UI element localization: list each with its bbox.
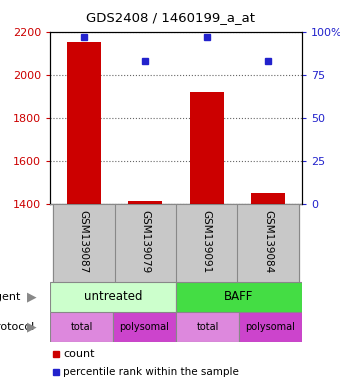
Text: untreated: untreated	[84, 291, 142, 303]
Text: count: count	[63, 349, 95, 359]
Bar	[176, 312, 239, 342]
Bar	[129, 201, 162, 204]
Text: ▶: ▶	[27, 321, 36, 333]
Text: percentile rank within the sample: percentile rank within the sample	[63, 367, 239, 377]
Text: GSM139084: GSM139084	[263, 210, 273, 273]
Text: total: total	[196, 322, 219, 332]
Text: GSM139087: GSM139087	[79, 210, 89, 273]
Text: GDS2408 / 1460199_a_at: GDS2408 / 1460199_a_at	[85, 11, 255, 24]
Bar	[176, 282, 302, 312]
Text: ▶: ▶	[27, 291, 36, 303]
Text: polysomal: polysomal	[120, 322, 169, 332]
Bar	[50, 312, 113, 342]
Bar	[237, 204, 299, 282]
Bar	[176, 204, 237, 282]
Text: protocol: protocol	[0, 322, 34, 332]
Text: GSM139079: GSM139079	[140, 210, 150, 273]
Bar	[239, 312, 302, 342]
Bar	[190, 92, 224, 204]
Bar	[113, 312, 176, 342]
Bar	[53, 204, 115, 282]
Text: polysomal: polysomal	[245, 322, 295, 332]
Bar	[115, 204, 176, 282]
Text: BAFF: BAFF	[224, 291, 254, 303]
Bar	[251, 193, 285, 204]
Text: agent: agent	[0, 292, 21, 302]
Text: GSM139091: GSM139091	[202, 210, 212, 273]
Bar	[67, 42, 101, 204]
Text: total: total	[70, 322, 93, 332]
Bar	[50, 282, 176, 312]
